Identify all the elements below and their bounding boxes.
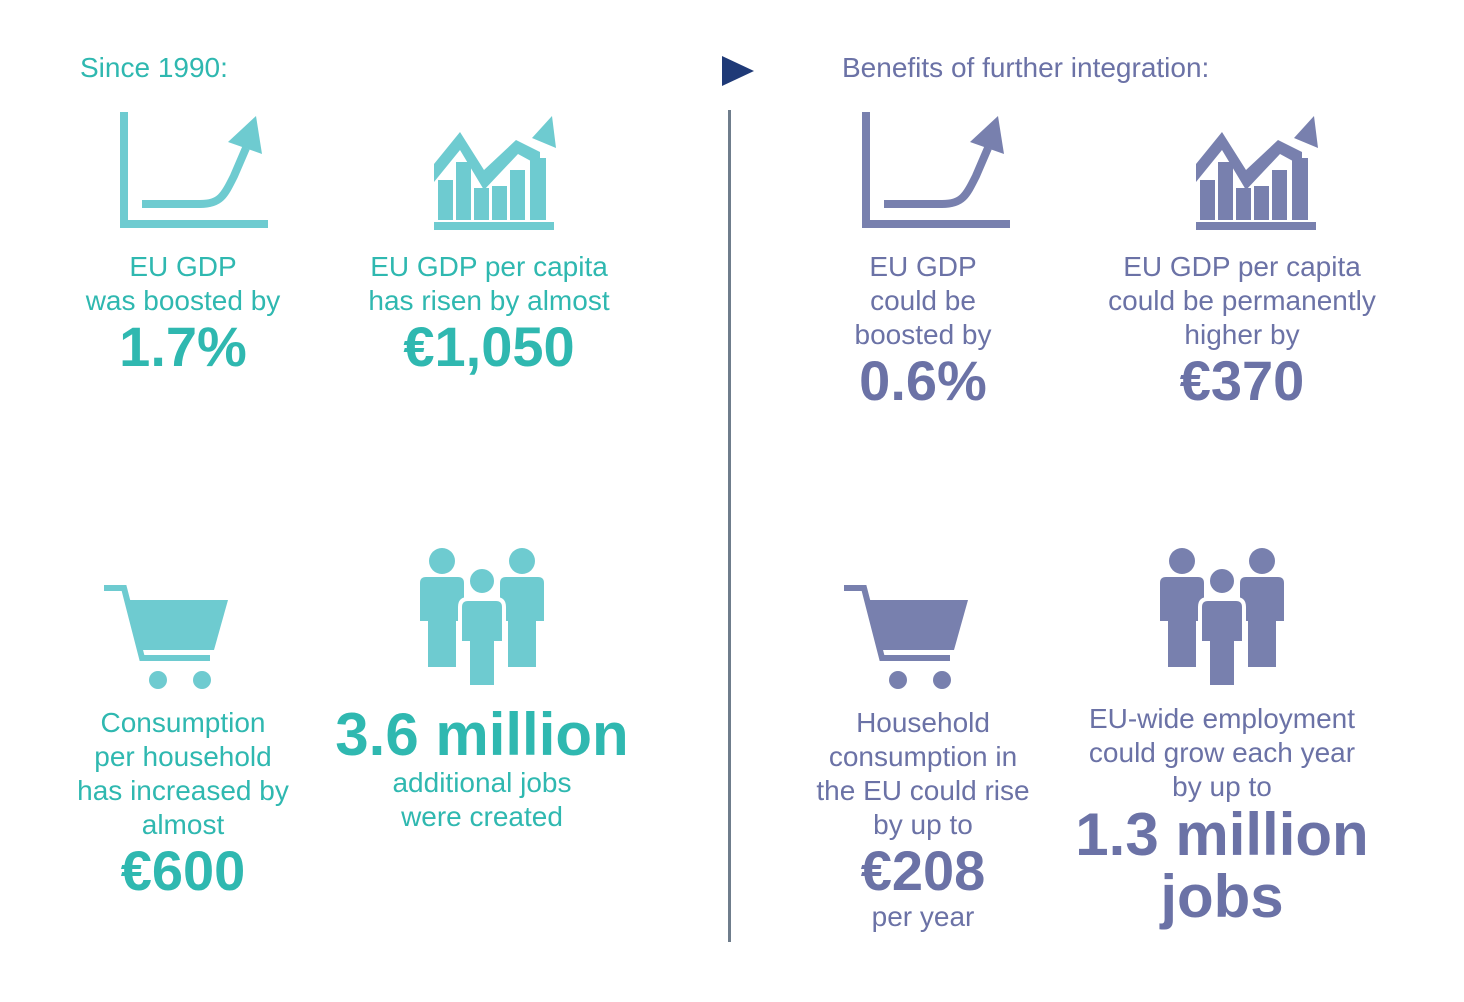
left-gdp-capita-line2: has risen by almost — [368, 285, 610, 316]
right-gdp-line2: could be — [870, 285, 976, 316]
right-jobs-line1: EU-wide employment — [1088, 703, 1356, 734]
right-consumption-line4: by up to — [873, 809, 973, 840]
left-heading: Since 1990: — [80, 52, 228, 83]
rising-bar-chart-icon — [434, 116, 556, 230]
left-jobs-line2: were created — [401, 801, 563, 832]
left-jobs-block: 3.6 million additional jobs were created — [322, 704, 642, 834]
right-gdp-capita-line2: could be permanently — [1108, 285, 1376, 316]
right-gdp-line1: EU GDP — [869, 251, 977, 282]
left-gdp-block: EU GDP was boosted by 1.7% — [33, 250, 333, 376]
shopping-cart-icon — [102, 582, 230, 690]
right-jobs-value2: jobs — [1160, 863, 1284, 930]
left-gdp-capita-block: EU GDP per capita has risen by almost €1… — [339, 250, 639, 376]
right-consumption-value: €208 — [860, 839, 986, 902]
left-consumption-value: €600 — [120, 839, 246, 902]
right-gdp-capita-block: EU GDP per capita could be permanently h… — [1082, 250, 1402, 410]
rising-bar-chart-icon — [1196, 116, 1318, 230]
right-jobs-line3: by up to — [1172, 771, 1272, 802]
right-gdp-value: 0.6% — [859, 349, 987, 412]
right-consumption-block: Household consumption in the EU could ri… — [773, 706, 1073, 934]
left-gdp-line2: was boosted by — [85, 285, 281, 316]
left-consumption-line2: per household — [94, 741, 272, 772]
right-gdp-block: EU GDP could be boosted by 0.6% — [773, 250, 1073, 410]
people-group-icon — [1158, 547, 1286, 689]
left-jobs-value: 3.6 million — [335, 701, 629, 768]
right-consumption-line3: the EU could rise — [816, 775, 1030, 806]
right-gdp-line3: boosted by — [854, 319, 992, 350]
column-divider — [728, 110, 731, 942]
left-consumption-line4: almost — [141, 809, 225, 840]
right-gdp-capita-line1: EU GDP per capita — [1123, 251, 1361, 282]
right-consumption-suffix: per year — [871, 901, 975, 932]
right-gdp-capita-line3: higher by — [1184, 319, 1300, 350]
right-jobs-block: EU-wide employment could grow each year … — [1052, 702, 1392, 928]
right-heading: Benefits of further integration: — [842, 52, 1210, 83]
left-jobs-line1: additional jobs — [392, 767, 572, 798]
right-jobs-line2: could grow each year — [1088, 737, 1356, 768]
people-group-icon — [418, 547, 546, 689]
shopping-cart-icon — [842, 582, 970, 690]
left-gdp-capita-line1: EU GDP per capita — [370, 251, 608, 282]
left-consumption-block: Consumption per household has increased … — [33, 706, 333, 900]
right-gdp-capita-value: €370 — [1179, 349, 1305, 412]
left-gdp-capita-value: €1,050 — [403, 315, 575, 378]
growth-curve-icon — [120, 112, 270, 232]
left-gdp-line1: EU GDP — [129, 251, 237, 282]
right-consumption-line1: Household — [856, 707, 990, 738]
left-consumption-line3: has increased by — [77, 775, 289, 806]
arrow-right-icon — [722, 56, 754, 86]
left-gdp-value: 1.7% — [119, 315, 247, 378]
right-jobs-value1: 1.3 million — [1075, 801, 1369, 868]
left-consumption-line1: Consumption — [100, 707, 266, 738]
right-consumption-line2: consumption in — [828, 741, 1018, 772]
growth-curve-icon — [862, 112, 1012, 232]
